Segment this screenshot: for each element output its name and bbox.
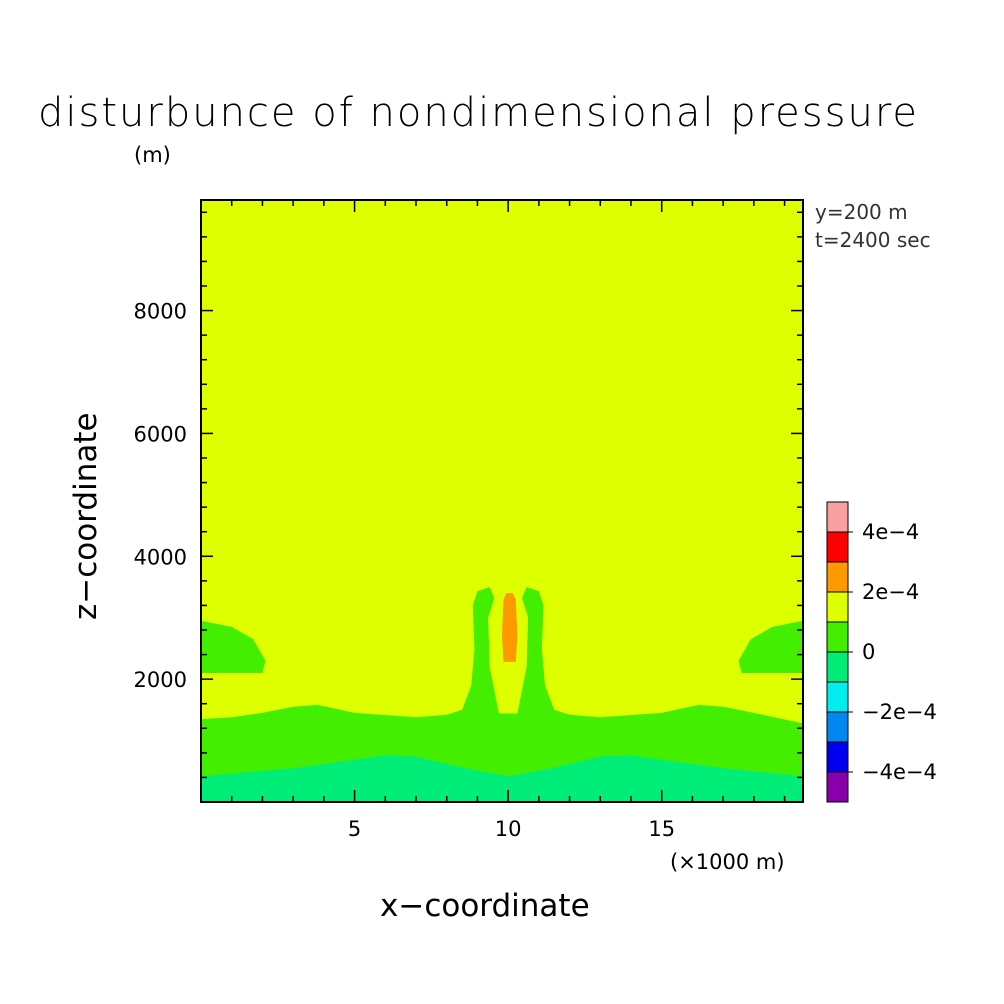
- colorbar-swatch: [826, 531, 849, 563]
- colorbar-swatch: [826, 501, 849, 533]
- colorbar-label: −4e−4: [862, 760, 937, 784]
- contour-region-2: [201, 620, 266, 673]
- time-annotation: t=2400 sec: [815, 228, 931, 252]
- x-axis-label: x−coordinate: [380, 888, 590, 924]
- contour-region-3: [738, 620, 803, 673]
- plot-frame: [200, 199, 804, 803]
- colorbar-swatch: [826, 621, 849, 653]
- y-position-annotation: y=200 m: [815, 200, 908, 224]
- contour-region-0: [201, 200, 803, 802]
- x-axis-unit: (×1000 m): [670, 850, 785, 874]
- colorbar-swatch: [826, 711, 849, 743]
- contour-region-5: [502, 593, 518, 662]
- y-tick-label: 8000: [134, 300, 187, 324]
- tick-labels: 5 10 15 2000 4000 6000 8000: [134, 300, 676, 841]
- axis-ticks: [201, 200, 803, 802]
- contour-region-1: [201, 587, 803, 802]
- colorbar: −4e−4 −2e−4 0 2e−4 4e−4: [826, 501, 937, 803]
- y-tick-label: 6000: [134, 422, 187, 446]
- colorbar-label: 2e−4: [862, 580, 919, 604]
- colorbar-label: −2e−4: [862, 700, 937, 724]
- x-tick-label: 10: [495, 817, 522, 841]
- y-axis-unit: (m): [134, 143, 171, 167]
- chart-title: disturbunce of nondimensional pressure: [38, 90, 919, 136]
- x-tick-label: 15: [648, 817, 675, 841]
- colorbar-swatch: [826, 771, 849, 803]
- colorbar-swatch: [826, 741, 849, 773]
- colorbar-label: 4e−4: [862, 520, 919, 544]
- colorbar-label: 0: [862, 640, 875, 664]
- contour-fills: [201, 200, 803, 802]
- colorbar-swatch: [826, 681, 849, 713]
- contour-region-4: [201, 755, 803, 802]
- colorbar-swatch: [826, 591, 849, 623]
- x-tick-label: 5: [348, 817, 361, 841]
- y-tick-label: 2000: [134, 668, 187, 692]
- y-tick-label: 4000: [134, 545, 187, 569]
- colorbar-swatch: [826, 651, 849, 683]
- colorbar-swatch: [826, 561, 849, 593]
